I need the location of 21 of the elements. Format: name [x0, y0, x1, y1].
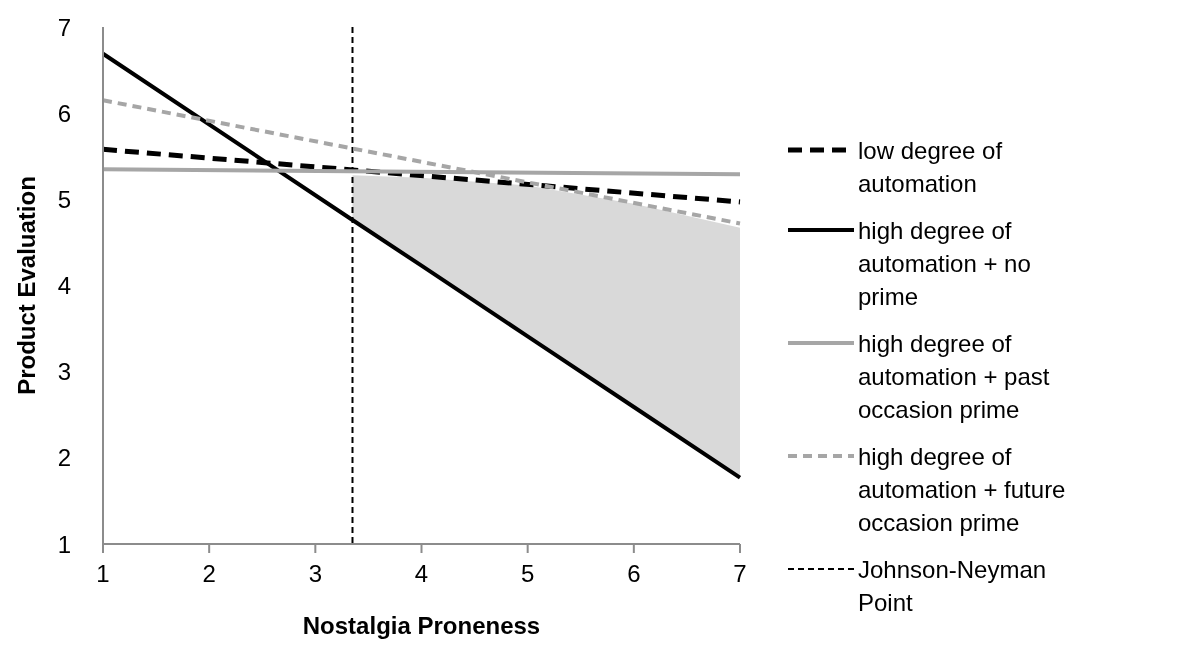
y-tick-label: 4 [57, 272, 71, 299]
legend-label: high degree of automation + past occasion prime [858, 329, 1050, 423]
y-tick-label: 3 [57, 358, 71, 386]
legend-label: low degree of automation [858, 136, 1003, 197]
x-tick-label: 3 [308, 560, 323, 587]
x-tick-label: 5 [520, 560, 535, 587]
y-tick-label: 5 [57, 185, 71, 213]
x-tick-label: 4 [414, 560, 429, 587]
y-tick-label: 2 [57, 444, 71, 472]
legend-label: Johnson-Neyman Point [858, 555, 1047, 616]
x-axis-title: Nostalgia Proneness [302, 612, 541, 639]
x-tick-label: 2 [202, 560, 216, 587]
x-tick-label: 1 [96, 560, 110, 587]
x-tick-label: 6 [627, 560, 641, 587]
y-tick-label: 7 [57, 13, 71, 41]
legend-label: high degree of automation + no prime [858, 216, 1031, 310]
y-axis-title: Product Evaluation [13, 176, 40, 395]
y-tick-label: 1 [57, 530, 71, 558]
y-tick-label: 6 [57, 99, 71, 127]
x-tick-label: 7 [733, 560, 747, 587]
legend-label: high degree of automation + future occasion prime [858, 442, 1066, 536]
